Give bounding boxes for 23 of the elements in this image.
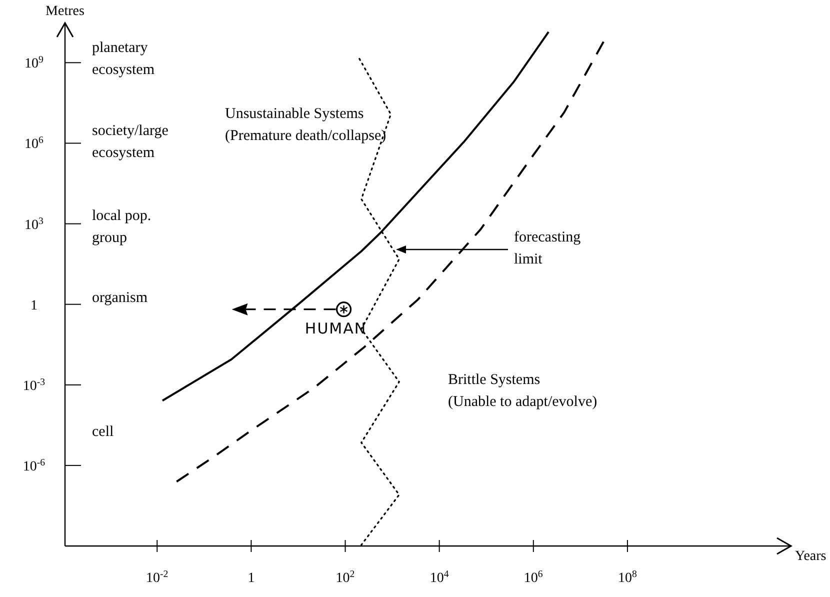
x-tick-label: 10$^{4}$ xyxy=(430,568,449,586)
y-tick-label: 10$^{9}$ xyxy=(24,54,44,72)
y-tick-label: 10$^{3}$ xyxy=(24,215,44,233)
annotation: cell xyxy=(92,424,114,440)
y-tick-label: 1 xyxy=(30,298,38,314)
x-tick-label: 10$^{2}$ xyxy=(336,568,355,586)
x-axis-title: Years xyxy=(795,549,826,564)
y-tick-label: 10$^{-6}$ xyxy=(22,456,46,474)
y-tick-label: 10$^{6}$ xyxy=(24,134,44,152)
annotation: HUMAN xyxy=(304,319,367,338)
x-tick-label: 10$^{6}$ xyxy=(524,568,543,586)
x-tick-label: 1 xyxy=(248,571,255,586)
annotation: forecasting limit xyxy=(514,230,582,268)
annotation: society/large ecosystem xyxy=(92,123,169,161)
annotation: Unsustainable Systems (Premature death/collapse) xyxy=(225,106,386,144)
y-axis-title: Metres xyxy=(46,4,84,19)
annotation: Brittle Systems (Unable to adapt/evolve) xyxy=(448,372,598,410)
annotation: organism xyxy=(92,290,148,306)
y-tick-label: 10$^{-3}$ xyxy=(22,376,46,394)
x-tick-label: 10$^{-2}$ xyxy=(146,568,168,586)
annotation: local pop. group xyxy=(92,208,152,246)
annotation: planetary ecosystem xyxy=(92,40,155,78)
x-tick-label: 10$^{8}$ xyxy=(618,568,638,586)
